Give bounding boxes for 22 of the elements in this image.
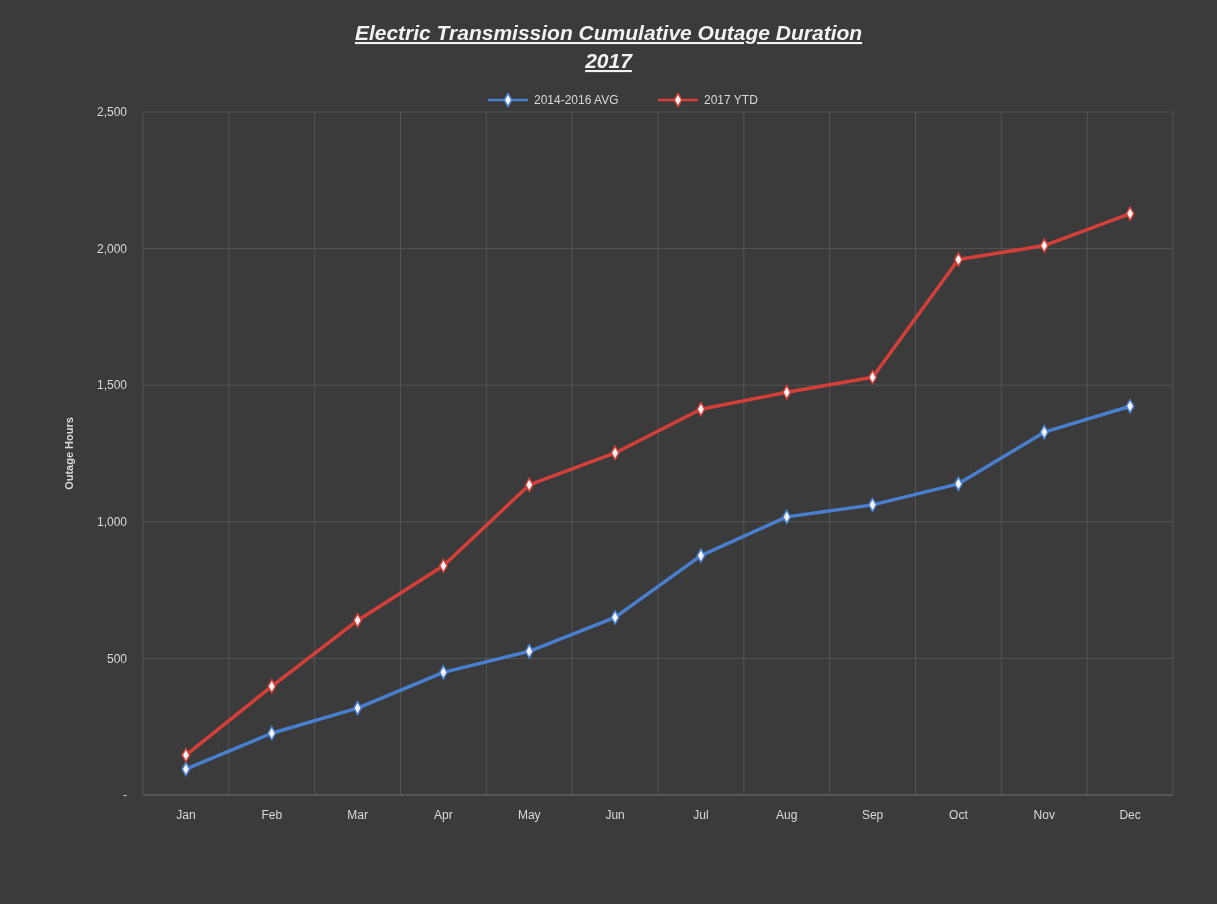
y-tick-label: 1,500 — [96, 378, 128, 393]
legend-label: 2014-2016 AVG — [534, 93, 619, 108]
x-tick-label: Aug — [776, 808, 798, 822]
x-tick-label: Apr — [434, 808, 453, 822]
x-tick-label: Sep — [861, 808, 884, 822]
chart-title: Electric Transmission Cumulative Outage Duration 2017 — [354, 21, 863, 72]
x-tick-label: Nov — [1033, 808, 1055, 822]
y-tick-label: 2,000 — [96, 241, 128, 256]
x-tick-label: Mar — [347, 808, 368, 822]
x-tick-label: May — [517, 808, 541, 822]
y-tick-label: 500 — [106, 651, 128, 666]
x-tick-label: Oct — [949, 808, 969, 822]
y-tick-label: 1,000 — [96, 515, 128, 529]
legend-label: 2017 YTD — [704, 93, 759, 108]
y-tick-label: - — [123, 788, 127, 803]
y-tick-label: 2,500 — [96, 105, 128, 120]
x-tick-label: Feb — [261, 808, 283, 822]
x-tick-label: Jan — [176, 808, 196, 822]
x-tick-label: Jul — [693, 808, 709, 822]
x-tick-label: Dec — [1119, 808, 1141, 822]
x-tick-label: Jun — [605, 808, 625, 822]
y-axis-title: Outage Hours — [63, 417, 75, 490]
